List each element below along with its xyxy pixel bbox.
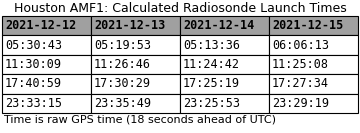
Text: 17:40:59: 17:40:59 xyxy=(5,77,62,90)
Text: 11:24:42: 11:24:42 xyxy=(183,58,240,71)
Bar xyxy=(91,35,180,55)
Text: 2021-12-12: 2021-12-12 xyxy=(5,19,76,32)
Text: 11:26:46: 11:26:46 xyxy=(94,58,151,71)
Text: Houston AMF1: Calculated Radiosonde Launch Times: Houston AMF1: Calculated Radiosonde Laun… xyxy=(14,1,346,14)
Text: 23:35:49: 23:35:49 xyxy=(94,97,151,110)
Text: 11:30:09: 11:30:09 xyxy=(5,58,62,71)
Bar xyxy=(2,16,91,35)
Bar xyxy=(91,16,180,35)
Text: 17:30:29: 17:30:29 xyxy=(94,77,151,90)
Bar xyxy=(91,94,180,113)
Text: 17:25:19: 17:25:19 xyxy=(183,77,240,90)
Bar xyxy=(180,74,269,94)
Text: 2021-12-15: 2021-12-15 xyxy=(272,19,343,32)
Bar xyxy=(269,74,358,94)
Bar xyxy=(180,94,269,113)
Bar xyxy=(2,55,91,74)
Bar xyxy=(2,94,91,113)
Bar xyxy=(269,55,358,74)
Text: 05:30:43: 05:30:43 xyxy=(5,39,62,52)
Text: Time is raw GPS time (18 seconds ahead of UTC): Time is raw GPS time (18 seconds ahead o… xyxy=(4,115,276,125)
Bar xyxy=(91,74,180,94)
Text: 17:27:34: 17:27:34 xyxy=(272,77,329,90)
Text: 23:33:15: 23:33:15 xyxy=(5,97,62,110)
Bar xyxy=(180,55,269,74)
Bar xyxy=(180,35,269,55)
Bar xyxy=(91,55,180,74)
Text: 23:25:53: 23:25:53 xyxy=(183,97,240,110)
Bar xyxy=(2,74,91,94)
Bar xyxy=(269,94,358,113)
Text: 05:19:53: 05:19:53 xyxy=(94,39,151,52)
Bar xyxy=(269,16,358,35)
Bar xyxy=(180,16,269,35)
Text: 06:06:13: 06:06:13 xyxy=(272,39,329,52)
Text: 05:13:36: 05:13:36 xyxy=(183,39,240,52)
Text: 23:29:19: 23:29:19 xyxy=(272,97,329,110)
Text: 11:25:08: 11:25:08 xyxy=(272,58,329,71)
Text: 2021-12-13: 2021-12-13 xyxy=(94,19,165,32)
Bar xyxy=(2,35,91,55)
Bar xyxy=(269,35,358,55)
Text: 2021-12-14: 2021-12-14 xyxy=(183,19,254,32)
